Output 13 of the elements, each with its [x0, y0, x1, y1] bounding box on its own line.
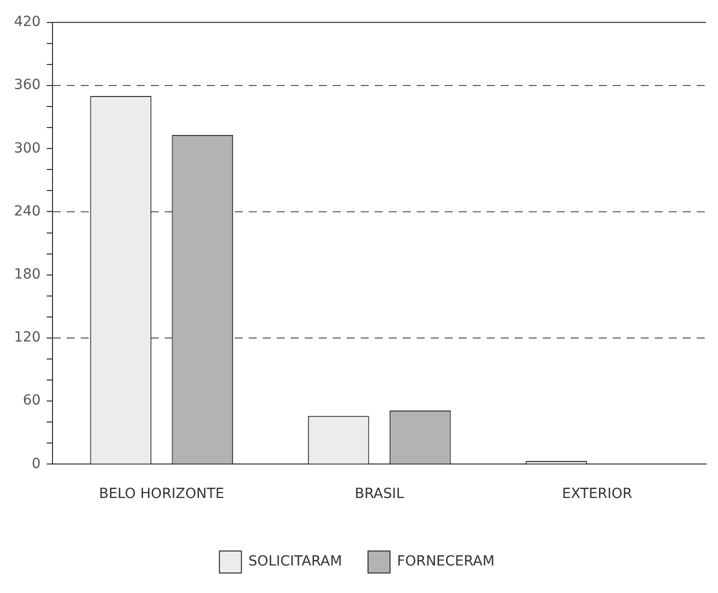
y-tick-label: 420: [14, 14, 41, 30]
legend-label: SOLICITARAM: [248, 554, 342, 570]
x-tick-label: BELO HORIZONTE: [99, 486, 224, 502]
y-tick-label: 120: [14, 330, 41, 346]
y-tick-label: 60: [22, 392, 41, 409]
legend-label: FORNECERAM: [397, 554, 495, 570]
y-tick-label: 240: [14, 203, 41, 220]
y-tick-label: 180: [14, 266, 41, 282]
y-tick-label: 0: [32, 456, 41, 472]
y-tick-label: 360: [14, 77, 41, 94]
x-tick-label: BRASIL: [354, 486, 404, 502]
x-tick-label: EXTERIOR: [562, 486, 632, 502]
y-tick-label: 300: [14, 140, 41, 156]
